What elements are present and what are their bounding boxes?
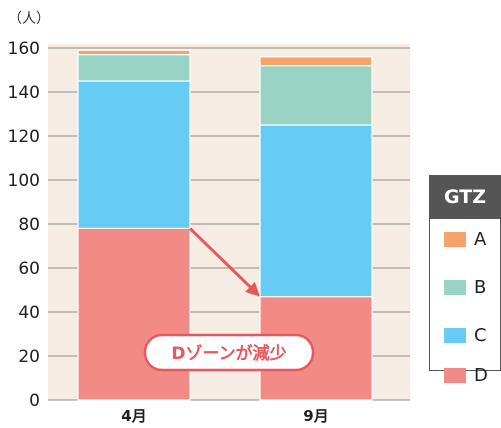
legend-item-a: A [444,227,486,251]
bar-segment-a [77,49,191,56]
legend-swatch [444,367,466,383]
bar-segment-c [259,124,373,298]
legend-label: B [474,276,487,298]
legend-label: C [474,324,487,346]
y-axis-ticks: 0 20 40 60 80 100 120 140 160 [8,39,40,411]
legend-title: GTZ [430,176,500,219]
bar-segment-b [77,53,191,82]
legend-item-b: B [444,275,486,299]
y-tick-label: 120 [8,127,40,147]
legend-swatch [444,327,466,343]
bar-stack [77,49,191,401]
y-tick-label: 20 [18,347,40,367]
annotation-bubble [143,333,315,372]
decline-arrow [188,227,260,297]
arrow-line [188,227,259,295]
legend-label: D [474,364,488,386]
annotation-text: Dゾーンが減少 [171,343,286,364]
legend-item-d: D [444,363,488,387]
legend-swatch [444,231,466,247]
y-tick-label: 100 [8,171,40,191]
bar-stack [259,56,373,401]
bar-segment-a [259,56,373,67]
bar-segment-d [77,227,191,401]
bar-segment-c [77,80,191,229]
legend-swatch [444,279,466,295]
annotation-callout: Dゾーンが減少 [143,333,315,372]
x-axis-labels: 4月 9月 [121,407,328,425]
bar-segment-b [259,64,373,126]
arrow-head [245,281,260,297]
y-tick-label: 80 [18,215,40,235]
y-tick-label: 40 [18,303,40,323]
y-tick-label: 140 [8,83,40,103]
x-tick-label: 4月 [121,407,146,425]
y-axis-unit-label: （人） [8,11,50,27]
legend-label: A [474,228,487,250]
legend-item-c: C [444,323,487,347]
y-tick-label: 160 [8,39,40,59]
bar-stacks [77,49,373,401]
y-tick-label: 60 [18,259,40,279]
x-tick-label: 9月 [303,407,328,425]
y-tick-label: 0 [29,391,40,411]
